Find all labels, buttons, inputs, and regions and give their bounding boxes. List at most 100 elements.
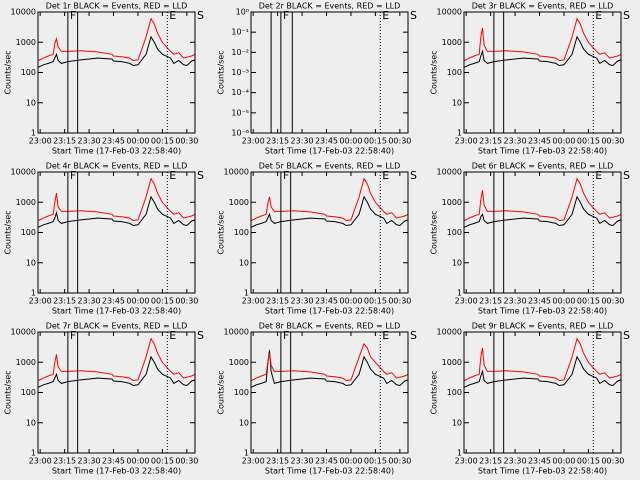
- plot-frame: [250, 171, 409, 294]
- y-tick-label: 100: [234, 388, 249, 397]
- x-tick-label: 23:15: [53, 457, 76, 466]
- x-tick-label: 23:45: [315, 457, 338, 466]
- y-tick-label: 100: [21, 68, 36, 77]
- series-line: [38, 355, 196, 388]
- x-tick-label: 00:30: [388, 457, 411, 466]
- x-tick-label: 00:15: [151, 457, 174, 466]
- event-marker-label: E: [169, 9, 176, 22]
- event-marker-label: F: [283, 9, 289, 22]
- series-line: [38, 35, 196, 68]
- x-tick-label: 23:15: [479, 457, 502, 466]
- y-tick-label: 1: [31, 129, 36, 138]
- chart-title: Det 9r BLACK = Events, RED = LLD: [472, 322, 614, 331]
- event-marker-label: F: [283, 169, 289, 182]
- y-tick-label: 1000: [16, 358, 36, 367]
- chart-title: Det 4r BLACK = Events, RED = LLD: [46, 162, 188, 171]
- plot-frame: [463, 331, 622, 454]
- y-tick-label: 10000: [437, 8, 462, 17]
- x-tick-label: 00:30: [601, 457, 624, 466]
- x-tick-label: 23:15: [479, 137, 502, 146]
- y-tick-label: 1: [244, 449, 249, 458]
- event-marker-label: S: [197, 169, 204, 182]
- x-tick-label: 23:15: [53, 297, 76, 306]
- series-line: [251, 350, 409, 388]
- x-tick-label: 00:00: [339, 297, 362, 306]
- chart-title: Det 1r BLACK = Events, RED = LLD: [46, 2, 188, 11]
- y-tick-label: 10000: [224, 328, 249, 337]
- event-marker-label: S: [410, 9, 417, 22]
- x-tick-label: 23:15: [479, 297, 502, 306]
- x-axis-label: Start Time (17-Feb-03 22:58:40): [52, 307, 181, 316]
- x-tick-label: 23:45: [528, 297, 551, 306]
- event-marker-label: F: [70, 169, 76, 182]
- y-tick-label: 10000: [437, 168, 462, 177]
- y-tick-label: 1: [31, 449, 36, 458]
- y-tick-label: 1000: [229, 358, 249, 367]
- series-line: [38, 195, 196, 228]
- y-tick-label: 10: [26, 258, 36, 267]
- x-tick-label: 23:45: [102, 297, 125, 306]
- x-tick-label: 00:15: [364, 297, 387, 306]
- series-line: [464, 355, 622, 388]
- y-tick-label: 100: [21, 388, 36, 397]
- event-marker-label: E: [169, 169, 176, 182]
- x-tick-label: 23:30: [504, 137, 527, 146]
- x-tick-label: 23:30: [291, 137, 314, 146]
- chart-title: Det 2r BLACK = Events, RED = LLD: [259, 2, 401, 11]
- x-tick-label: 00:00: [126, 457, 149, 466]
- plot-frame: [250, 11, 409, 134]
- y-tick-label: 1000: [442, 198, 462, 207]
- series-line: [38, 17, 196, 62]
- y-tick-label: 1: [457, 129, 462, 138]
- y-tick-label: 100: [21, 228, 36, 237]
- x-tick-label: 23:45: [315, 297, 338, 306]
- y-tick-label: 1000: [442, 38, 462, 47]
- series-line: [464, 35, 622, 68]
- y-tick-label: 1000: [229, 198, 249, 207]
- x-tick-label: 23:45: [315, 137, 338, 146]
- event-marker-label: S: [410, 329, 417, 342]
- x-tick-label: 23:00: [455, 457, 478, 466]
- x-tick-label: 23:30: [78, 297, 101, 306]
- plot-frame: [463, 171, 622, 294]
- x-tick-label: 00:00: [126, 297, 149, 306]
- y-axis-label: Counts/sec: [430, 210, 439, 254]
- x-tick-label: 23:15: [53, 137, 76, 146]
- x-tick-label: 23:30: [291, 457, 314, 466]
- chart-title: Det 6r BLACK = Events, RED = LLD: [472, 162, 614, 171]
- x-axis-label: Start Time (17-Feb-03 22:58:40): [478, 467, 607, 476]
- x-tick-label: 00:30: [175, 457, 198, 466]
- series-line: [38, 177, 196, 222]
- event-marker-label: S: [623, 9, 630, 22]
- y-tick-label: 1: [457, 449, 462, 458]
- event-marker-label: S: [623, 169, 630, 182]
- y-tick-label: 100: [447, 388, 462, 397]
- plot-frame: [37, 171, 196, 294]
- chart-title: Det 3r BLACK = Events, RED = LLD: [472, 2, 614, 11]
- series-line: [251, 177, 409, 222]
- y-tick-label: 10⁻⁶: [231, 129, 249, 138]
- plot-frame: [37, 331, 196, 454]
- y-tick-label: 1000: [442, 358, 462, 367]
- y-tick-label: 1000: [16, 38, 36, 47]
- series-line: [464, 17, 622, 62]
- plot-frame: [250, 331, 409, 454]
- x-tick-label: 23:45: [528, 137, 551, 146]
- x-tick-label: 00:00: [552, 297, 575, 306]
- series-line: [251, 343, 409, 382]
- y-tick-label: 10: [239, 418, 249, 427]
- x-tick-label: 00:15: [577, 137, 600, 146]
- event-marker-label: E: [382, 329, 389, 342]
- x-tick-label: 00:30: [175, 297, 198, 306]
- y-tick-label: 10: [239, 258, 249, 267]
- plot-frame: [37, 11, 196, 134]
- y-tick-label: 10⁻⁵: [231, 108, 249, 117]
- x-tick-label: 23:00: [242, 137, 265, 146]
- x-axis-label: Start Time (17-Feb-03 22:58:40): [478, 147, 607, 156]
- y-tick-label: 100: [447, 68, 462, 77]
- event-marker-label: S: [197, 9, 204, 22]
- event-marker-label: F: [70, 329, 76, 342]
- y-tick-label: 10⁻¹: [231, 28, 249, 37]
